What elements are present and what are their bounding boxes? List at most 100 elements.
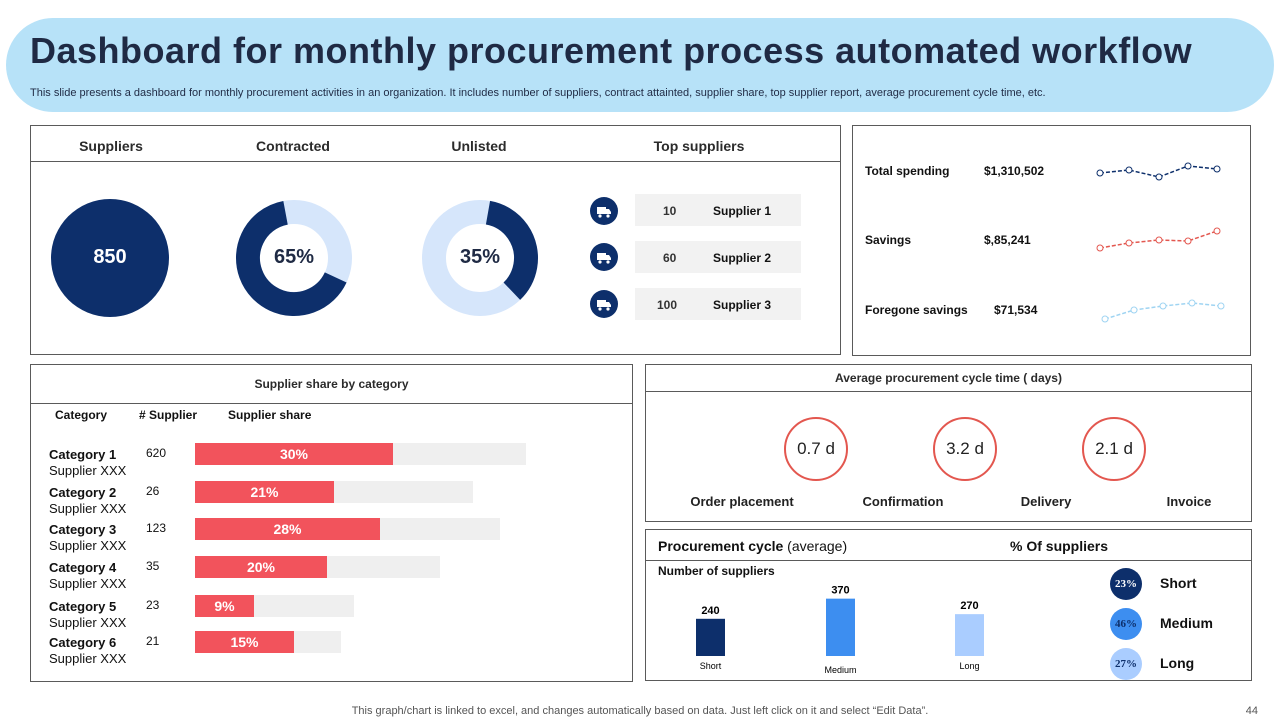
contracted-value: 65%: [273, 246, 315, 268]
foregone-savings-sparkline: [1101, 299, 1225, 323]
confirmation-days: 3.2 d: [933, 417, 997, 481]
bar-value-label: 370: [831, 585, 849, 597]
bar-category-label: Long: [959, 661, 979, 671]
procurement-divider: [646, 560, 1251, 561]
category-name: Category 3: [49, 522, 117, 537]
legend-pct-short: 23%: [1110, 568, 1142, 600]
truck-icon: [590, 290, 618, 318]
top-supplier-row-bg: [635, 241, 801, 273]
procurement-cycle-title-rest: (average): [783, 538, 848, 554]
unlisted-heading: Unlisted: [451, 138, 507, 154]
category-count: 26: [146, 484, 160, 498]
share-bar: 30%: [195, 443, 393, 465]
category-sub: Supplier XXX: [49, 651, 127, 666]
stage-confirmation: Confirmation: [862, 494, 944, 509]
page-title: Dashboard for monthly procurement proces…: [30, 30, 1193, 71]
category-sub: Supplier XXX: [49, 538, 127, 553]
cycle-time-title: Average procurement cycle time ( days): [835, 371, 1062, 385]
bar-value-label: 270: [960, 600, 978, 612]
col-supplier-count: # Supplier: [139, 408, 198, 422]
top-supplier-row-bg: [635, 194, 801, 226]
top-supplier-name: Supplier 2: [713, 251, 772, 265]
total-spending-label: Total spending: [865, 164, 950, 178]
procurement-cycle-title-bold: Procurement cycle: [658, 538, 784, 554]
legend-pct-long: 27%: [1110, 648, 1142, 680]
savings-value: $,85,241: [984, 233, 1031, 247]
share-divider: [31, 403, 632, 404]
cycle-time-panel: Average procurement cycle time ( days) 0…: [645, 364, 1252, 522]
top-supplier-count: 100: [657, 298, 678, 312]
col-supplier-share: Supplier share: [228, 408, 312, 422]
supplier-share-panel: Supplier share by category Category # Su…: [30, 364, 633, 682]
col-category: Category: [55, 408, 108, 422]
category-name: Category 1: [49, 447, 117, 462]
kpi-divider: [31, 161, 840, 162]
spending-panel: Total spending $1,310,502 Savings $,85,2…: [852, 125, 1251, 356]
category-count: 35: [146, 559, 160, 573]
truck-icon: [590, 243, 618, 271]
category-count: 21: [146, 634, 160, 648]
procurement-bar-chart: 240 Short 370 Medium 270 Long: [696, 585, 984, 675]
share-bar: 20%: [195, 556, 327, 578]
page-subtitle: This slide presents a dashboard for mont…: [30, 87, 1046, 99]
category-name: Category 4: [49, 560, 117, 575]
number-of-suppliers-label: Number of suppliers: [658, 564, 775, 578]
category-sub: Supplier XXX: [49, 501, 127, 516]
pct-suppliers-heading: % Of suppliers: [1010, 538, 1109, 554]
savings-label: Savings: [865, 233, 912, 247]
category-count: 23: [146, 598, 160, 612]
unlisted-value: 35%: [459, 246, 501, 268]
top-supplier-name: Supplier 3: [713, 298, 772, 312]
top-supplier-name: Supplier 1: [713, 204, 772, 218]
cycle-divider: [646, 391, 1251, 392]
procurement-cycle-panel: Procurement cycle (average) % Of supplie…: [645, 529, 1252, 681]
delivery-days: 2.1 d: [1082, 417, 1146, 481]
bar-long: [955, 614, 984, 656]
footer-note: This graph/chart is linked to excel, and…: [351, 705, 929, 717]
share-bar: 15%: [195, 631, 294, 653]
top-suppliers-heading: Top suppliers: [653, 138, 745, 154]
share-bar: 21%: [195, 481, 334, 503]
unlisted-donut: [422, 200, 538, 316]
legend-pct-medium: 46%: [1110, 608, 1142, 640]
total-spending-value: $1,310,502: [984, 164, 1045, 178]
unlisted-donut-arc: [422, 200, 538, 316]
category-name: Category 5: [49, 599, 117, 614]
truck-icon: [590, 197, 618, 225]
bar-value-label: 240: [701, 605, 719, 617]
procurement-cycle-title: Procurement cycle (average): [658, 538, 847, 554]
category-name: Category 2: [49, 485, 117, 500]
category-sub: Supplier XXX: [49, 615, 127, 630]
savings-sparkline: [1096, 227, 1221, 252]
stage-order-placement: Order placement: [690, 494, 794, 509]
supplier-share-title: Supplier share by category: [254, 377, 409, 391]
stage-delivery: Delivery: [1020, 494, 1072, 509]
kpi-panel: Suppliers Contracted Unlisted Top suppli…: [30, 125, 841, 355]
top-supplier-row-bg: [635, 288, 801, 320]
bar-medium: [826, 598, 855, 656]
share-bar: 28%: [195, 518, 380, 540]
category-sub: Supplier XXX: [49, 576, 127, 591]
legend-label-medium: Medium: [1160, 615, 1213, 631]
foregone-savings-value: $71,534: [994, 303, 1038, 317]
order-placement-days: 0.7 d: [784, 417, 848, 481]
page-number: 44: [1245, 705, 1258, 717]
bar-short: [696, 618, 725, 656]
contracted-donut: [236, 200, 352, 316]
suppliers-heading: Suppliers: [79, 138, 143, 154]
header-banner: [6, 18, 1274, 112]
contracted-heading: Contracted: [256, 138, 330, 154]
category-name: Category 6: [49, 635, 117, 650]
foregone-savings-label: Foregone savings: [865, 303, 968, 317]
top-supplier-count: 60: [663, 251, 677, 265]
bar-category-label: Short: [700, 661, 722, 671]
total-spending-sparkline: [1096, 162, 1221, 181]
suppliers-circle: [51, 199, 169, 317]
legend-label-long: Long: [1160, 655, 1195, 671]
category-count: 620: [146, 446, 167, 460]
top-supplier-count: 10: [663, 204, 677, 218]
suppliers-value: 850: [93, 246, 127, 268]
category-sub: Supplier XXX: [49, 463, 127, 478]
share-bar: 9%: [195, 595, 254, 617]
legend-label-short: Short: [1160, 575, 1197, 591]
